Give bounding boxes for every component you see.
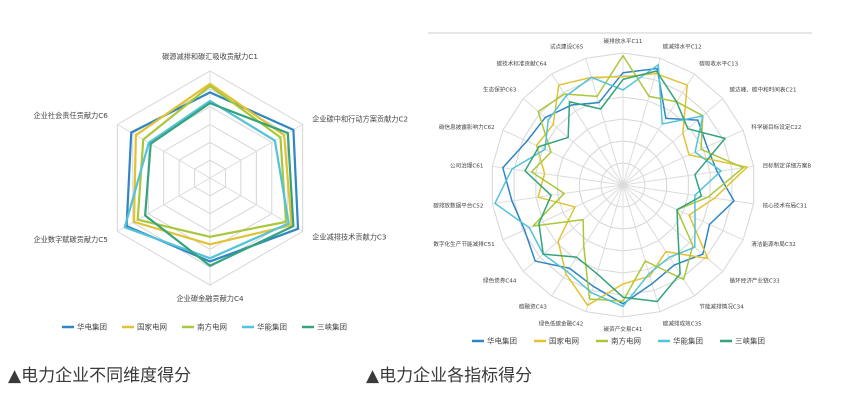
- legend-label: 华能集团: [257, 322, 287, 332]
- series-line-5: [144, 101, 295, 267]
- radar-spoke: [551, 184, 624, 297]
- caption-indicator-scores: ▲电力企业各指标得分: [366, 366, 533, 386]
- axis-label: 碳融资C43: [519, 303, 547, 311]
- radar-spoke: [492, 165, 624, 186]
- legend-label: 三峡集团: [735, 336, 765, 346]
- radar-spoke: [622, 73, 695, 186]
- radar-spoke: [492, 184, 624, 205]
- radar-spoke: [622, 184, 744, 241]
- axis-label: 碳吸收水平C13: [699, 59, 738, 67]
- radar-spoke: [522, 184, 624, 272]
- radar-spoke: [522, 98, 624, 186]
- axis-label: 循环经济产业链C33: [730, 276, 781, 284]
- series-line-1: [502, 67, 735, 305]
- radar-spoke: [117, 124, 211, 179]
- radar-spoke: [502, 184, 624, 241]
- axis-label: 碳排放水平C11: [604, 37, 643, 45]
- radar-spoke: [622, 184, 695, 297]
- legend-label: 华电集团: [487, 336, 517, 346]
- radar-spoke: [585, 58, 624, 186]
- radar-spoke: [622, 184, 754, 205]
- axis-label: 绿色低碳金融C42: [539, 319, 584, 327]
- axis-label: 节能减排情况C34: [699, 303, 744, 311]
- series-line-2: [535, 72, 748, 307]
- axis-label: 碳减排成效C35: [663, 319, 702, 327]
- series-line-2: [132, 82, 293, 246]
- axis-label: 核心技术布局C31: [763, 202, 808, 210]
- radar-spoke: [622, 98, 724, 186]
- axis-label: 企业数字赋碳贡献力C5: [34, 235, 108, 244]
- axis-label: 企业碳金融贡献力C4: [176, 294, 244, 303]
- axis-label: 碳源减排和碳汇吸收贡献力C1: [162, 52, 258, 61]
- radar-spoke: [622, 184, 724, 272]
- radar-spoke: [622, 184, 661, 312]
- radar-spoke: [585, 184, 624, 312]
- radar-spoke: [502, 129, 624, 186]
- legend-label: 国家电网: [137, 322, 167, 332]
- axis-label: 试点建设C65: [550, 43, 584, 51]
- radar-grid: [491, 52, 755, 318]
- radar-spoke: [551, 73, 624, 186]
- series-line-1: [125, 91, 300, 263]
- chart-legend: 华电集团 国家电网 南方电网 华能集团 三峡集团: [62, 322, 347, 332]
- axis-label: 碳排放数据平台C52: [433, 202, 483, 210]
- legend-label: 国家电网: [549, 336, 579, 346]
- legend-label: 华电集团: [77, 322, 107, 332]
- axis-label: 企业社会责任贡献力C6: [34, 111, 109, 120]
- legend-label: 华能集团: [673, 336, 703, 346]
- axis-label: 绿色债券C44: [483, 276, 517, 284]
- axis-label: 目标制定详细方案B: [763, 161, 812, 169]
- series-line-4: [123, 99, 290, 260]
- axis-label: 碳资产交易C41: [604, 325, 643, 333]
- axis-label: 科学碳目标设定C22: [751, 123, 801, 131]
- radar-spoke: [209, 177, 303, 232]
- radar-spoke: [117, 177, 211, 232]
- series-line-3: [136, 84, 288, 238]
- axis-label: 清洁能源布局C32: [751, 240, 796, 248]
- axis-label: 企业碳中和行动方案贡献力C2: [312, 115, 408, 124]
- axis-label: 企业减排技术贡献力C3: [312, 233, 386, 242]
- legend-label: 南方电网: [611, 336, 641, 346]
- series-line-5: [524, 70, 726, 303]
- axis-label: 碳信息披露影响力C62: [439, 123, 495, 131]
- radar-spoke: [622, 165, 754, 186]
- radar-chart-indicators: 碳排放水平C11 碳减排水平C12 碳吸收水平C13 碳达峰、碳中和时间表C21 科学碳…: [433, 37, 811, 346]
- axis-label: 公司治理C61: [450, 161, 484, 169]
- axis-label: 碳技术标准贡献C64: [497, 59, 548, 67]
- radar-spoke: [622, 58, 661, 186]
- axis-label: 碳达峰、碳中和时间表C21: [730, 86, 797, 94]
- series-line-4: [494, 63, 722, 308]
- legend-label: 三峡集团: [317, 322, 347, 332]
- chart-legend: 华电集团 国家电网 南方电网 华能集团 三峡集团: [472, 336, 765, 346]
- radar-spoke: [622, 129, 744, 186]
- legend-label: 南方电网: [197, 322, 227, 332]
- axis-label: 生态保护C63: [483, 86, 517, 94]
- radar-chart-dimensions: 碳源减排和碳汇吸收贡献力C1 企业碳中和行动方案贡献力C2 企业减排技术贡献力C3 企…: [34, 52, 409, 332]
- axis-label: 碳减排水平C12: [663, 43, 702, 51]
- axis-label: 数字化生产节能减排C51: [433, 240, 495, 248]
- caption-dimension-scores: ▲电力企业不同维度得分: [8, 366, 192, 386]
